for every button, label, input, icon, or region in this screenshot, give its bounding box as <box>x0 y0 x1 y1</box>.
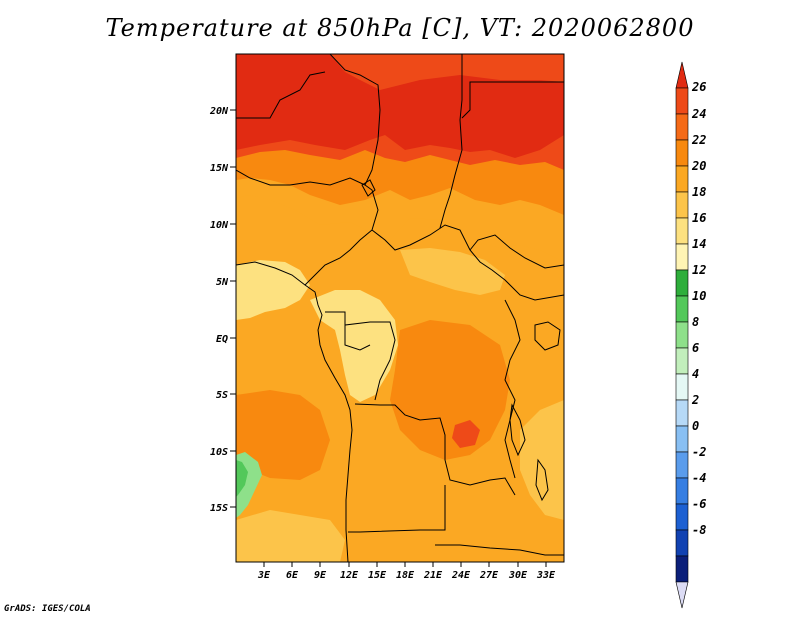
colorbar-label: 12 <box>692 263 706 277</box>
colorbar-label: 14 <box>692 237 706 251</box>
border-lake-chad <box>361 179 376 197</box>
lon-tick-label: 12E <box>340 570 359 581</box>
colorbar-label: -4 <box>692 471 706 485</box>
lat-tick-label: 10S <box>210 447 228 458</box>
border-lake-victoria <box>534 321 561 351</box>
lat-tick-label: 10N <box>210 220 229 231</box>
border-zambia-south <box>435 544 564 556</box>
colorbar-swatch <box>675 399 689 427</box>
lat-tick-label: 15S <box>210 503 228 514</box>
latitude-axis: 20N 15N 10N 5N EQ 5S 10S 15S <box>209 106 236 514</box>
lat-tick-label: EQ <box>216 334 228 345</box>
colorbar-swatch <box>675 87 689 115</box>
colorbar-swatch <box>675 477 689 505</box>
field-hottest-core <box>236 54 564 158</box>
lon-tick-label: 3E <box>257 570 271 581</box>
chart-title: Temperature at 850hPa [C], VT: 202006280… <box>105 14 695 42</box>
border-gabon <box>344 325 371 351</box>
colorbar-swatch <box>675 425 689 453</box>
colorbar-swatch <box>675 373 689 401</box>
map-frame <box>235 53 565 563</box>
colorbar-swatch <box>675 529 689 557</box>
lon-tick-label: 33E <box>536 570 556 581</box>
colorbar-label: 24 <box>691 107 706 121</box>
field-angola-cold-zone <box>236 460 248 497</box>
border-car <box>371 224 564 301</box>
colorbar-swatch <box>675 503 689 531</box>
country-borders <box>236 54 564 562</box>
colorbar-swatch <box>675 113 689 141</box>
border-chad-sudan <box>439 54 463 229</box>
field-south-cool-zone <box>236 510 345 562</box>
colorbar-swatch <box>675 451 689 479</box>
temperature-field <box>236 54 564 562</box>
border-drc-angola <box>354 403 516 496</box>
colorbar-label: 6 <box>692 341 699 355</box>
colorbar-label: 18 <box>692 185 706 199</box>
colorbar-swatch <box>675 555 689 583</box>
colorbar-swatch <box>675 347 689 375</box>
border-niger-mali <box>236 71 326 119</box>
colorbar: 26 24 22 20 18 16 14 12 10 8 6 4 2 0 -2 … <box>675 61 706 609</box>
colorbar-label: 26 <box>691 80 706 94</box>
colorbar-swatch <box>675 269 689 297</box>
colorbar-label: 8 <box>692 315 699 329</box>
border-niger-chad <box>310 54 381 231</box>
colorbar-bottom-arrow <box>675 581 689 609</box>
lat-tick-label: 5S <box>216 390 228 401</box>
lon-tick-label: 18E <box>396 570 415 581</box>
border-nigeria-cameroon <box>304 229 373 286</box>
lon-tick-label: 24E <box>451 570 471 581</box>
border-angola-zambia <box>348 485 446 533</box>
colorbar-label: 22 <box>691 133 706 147</box>
longitude-axis: 3E 6E 9E 12E 15E 18E 21E 24E 27E 30E 33E <box>257 562 556 581</box>
colorbar-swatch <box>675 191 689 219</box>
colorbar-label: 2 <box>691 393 699 407</box>
colorbar-labels: 26 24 22 20 18 16 14 12 10 8 6 4 2 0 -2 … <box>691 80 706 537</box>
field-southeast-cool-zone <box>520 400 564 520</box>
colorbar-label: -6 <box>692 497 706 511</box>
colorbar-swatch <box>675 139 689 167</box>
lat-tick-label: 5N <box>216 277 229 288</box>
colorbar-swatch <box>675 243 689 271</box>
lon-tick-label: 9E <box>314 570 327 581</box>
colorbar-label: 0 <box>692 419 699 433</box>
colorbar-label: 20 <box>691 159 706 173</box>
colorbar-swatch <box>675 321 689 349</box>
lon-tick-label: 21E <box>423 570 443 581</box>
field-central-cool-zone <box>310 290 398 402</box>
colorbar-swatch <box>675 217 689 245</box>
lon-tick-label: 30E <box>508 570 528 581</box>
colorbar-label: 4 <box>692 367 699 381</box>
border-lake-tanganyika <box>509 403 526 457</box>
colorbar-label: -2 <box>692 445 706 459</box>
coastline-west-africa <box>236 261 353 562</box>
border-nigeria-niger <box>236 169 366 186</box>
colorbar-label: 10 <box>692 289 706 303</box>
colorbar-top-arrow <box>675 61 689 89</box>
field-congo-warm-zone <box>390 320 510 460</box>
colorbar-label: 16 <box>692 211 706 225</box>
colorbar-swatches <box>675 61 689 609</box>
lon-tick-label: 15E <box>368 570 387 581</box>
border-libya-sudan <box>461 81 564 119</box>
border-cameroon-congo <box>325 311 396 401</box>
lat-tick-label: 15N <box>210 163 229 174</box>
software-credit: GrADS: IGES/COLA <box>4 604 91 614</box>
colorbar-swatch <box>675 165 689 193</box>
border-lake-malawi <box>535 458 549 502</box>
lon-tick-label: 27E <box>479 570 499 581</box>
lat-tick-label: 20N <box>209 106 229 117</box>
colorbar-label: -8 <box>692 523 706 537</box>
lon-tick-label: 6E <box>286 570 299 581</box>
border-drc-east <box>504 299 521 479</box>
field-southwest-warm-zone <box>236 390 330 480</box>
colorbar-swatch <box>675 295 689 323</box>
field-hot-spot <box>452 420 480 448</box>
border-sudan-south <box>469 234 564 269</box>
